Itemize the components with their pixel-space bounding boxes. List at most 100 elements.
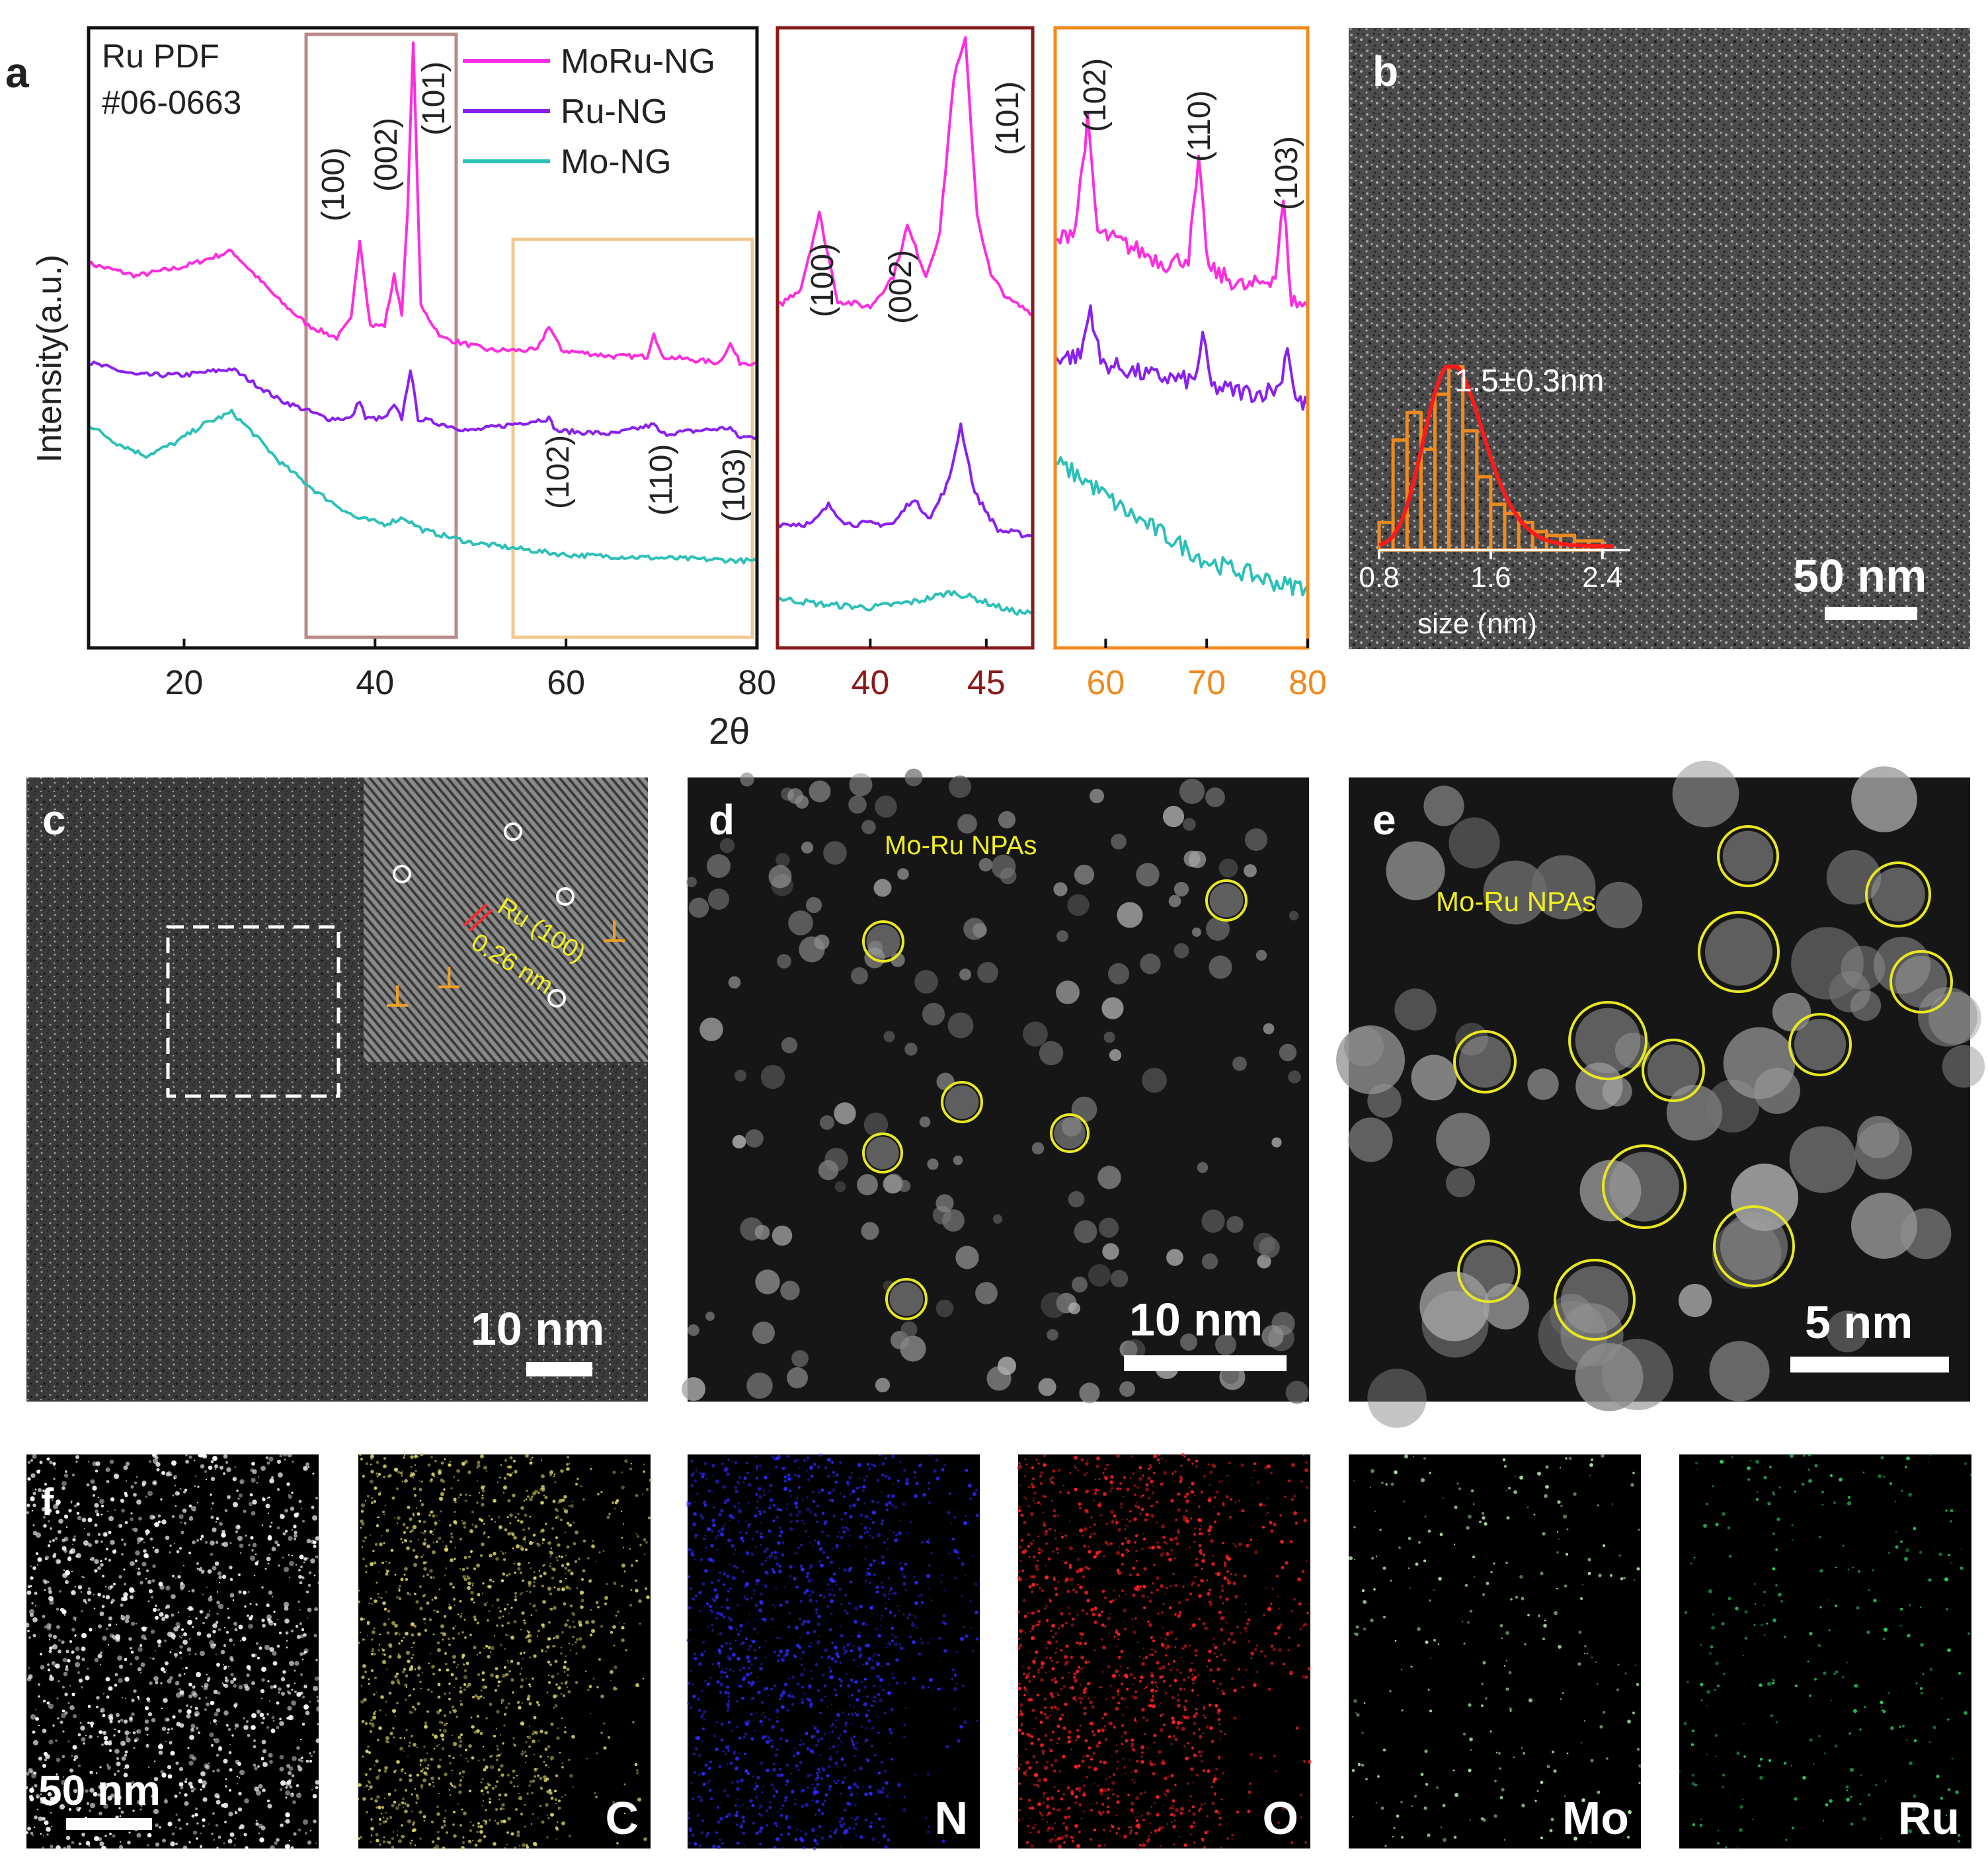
eds-dot xyxy=(301,1519,305,1523)
eds-dot xyxy=(865,1579,867,1582)
eds-dot xyxy=(904,1589,907,1591)
eds-dot xyxy=(268,1753,273,1758)
eds-dot xyxy=(796,1829,799,1831)
eds-dot xyxy=(381,1535,382,1536)
nanoparticle xyxy=(781,1037,798,1054)
eds-dot xyxy=(419,1681,422,1683)
eds-dot xyxy=(500,1764,504,1768)
eds-dot xyxy=(740,1823,743,1825)
eds-dot xyxy=(507,1532,511,1536)
eds-dot xyxy=(801,1788,805,1792)
eds-dot xyxy=(398,1683,401,1685)
eds-dot xyxy=(87,1587,91,1591)
eds-dot xyxy=(788,1489,792,1493)
eds-dot xyxy=(166,1718,170,1722)
eds-dot xyxy=(249,1669,251,1671)
eds-dot xyxy=(525,1762,526,1763)
eds-dot xyxy=(530,1458,532,1461)
eds-dot xyxy=(476,1729,480,1733)
eds-dot xyxy=(279,1718,282,1720)
eds-dot xyxy=(566,1455,570,1459)
eds-dot xyxy=(927,1642,930,1644)
eds-dot xyxy=(99,1499,104,1504)
eds-dot xyxy=(40,1833,42,1835)
eds-dot xyxy=(106,1628,108,1630)
eds-dot xyxy=(541,1542,544,1544)
eds-dot xyxy=(479,1651,481,1654)
eds-dot xyxy=(180,1571,181,1573)
eds-dot xyxy=(508,1670,511,1673)
eds-dot xyxy=(635,1493,639,1497)
eds-dot xyxy=(32,1530,38,1536)
eds-dot xyxy=(561,1796,563,1798)
eds-dot xyxy=(397,1655,401,1659)
highlight-circle xyxy=(885,1278,928,1320)
eds-dot xyxy=(614,1665,617,1669)
eds-dot xyxy=(382,1653,383,1655)
eds-dot xyxy=(803,1620,807,1624)
eds-dot xyxy=(526,1792,529,1795)
eds-dot xyxy=(746,1807,748,1809)
eds-dot xyxy=(723,1616,725,1618)
eds-dot xyxy=(161,1772,167,1778)
eds-dot xyxy=(417,1702,420,1706)
nanoparticle xyxy=(897,868,909,880)
eds-dot xyxy=(828,1757,832,1761)
eds-dot xyxy=(227,1616,230,1619)
eds-dot xyxy=(397,1516,401,1520)
eds-dot xyxy=(692,1683,694,1686)
eds-dot xyxy=(818,1453,822,1457)
eds-dot xyxy=(571,1735,575,1739)
eds-dot xyxy=(382,1649,385,1651)
eds-dot xyxy=(32,1634,36,1638)
eds-dot xyxy=(226,1467,231,1472)
eds-dot xyxy=(715,1595,719,1599)
eds-dot xyxy=(105,1595,110,1600)
eds-dot xyxy=(768,1529,772,1533)
nanoparticle xyxy=(861,1222,879,1240)
eds-dot xyxy=(746,1472,749,1474)
eds-dot xyxy=(1257,1481,1259,1484)
eds-dot xyxy=(415,1507,418,1509)
eds-dot xyxy=(497,1680,501,1684)
eds-dot xyxy=(1067,1735,1071,1739)
eds-dot xyxy=(64,1711,68,1715)
eds-dot xyxy=(724,1501,727,1504)
eds-dot xyxy=(822,1550,826,1554)
eds-dot xyxy=(556,1821,559,1823)
eds-dot xyxy=(928,1564,931,1567)
eds-dot xyxy=(518,1792,520,1795)
eds-dot xyxy=(49,1676,54,1681)
eds-dot xyxy=(1044,1532,1048,1536)
eds-dot xyxy=(216,1800,221,1805)
eds-dot xyxy=(836,1584,837,1585)
eds-dot xyxy=(760,1814,763,1817)
eds-dot xyxy=(647,1516,651,1520)
eds-dot xyxy=(317,1581,320,1584)
eds-dot xyxy=(702,1641,705,1644)
eds-dot xyxy=(97,1496,100,1499)
eds-dot xyxy=(73,1535,76,1538)
eds-dot xyxy=(688,1682,690,1685)
zoom1-peak-label-100: (100) xyxy=(805,243,840,317)
eds-dot xyxy=(48,1739,54,1745)
eds-dot xyxy=(44,1625,48,1629)
eds-dot xyxy=(643,1837,647,1841)
histogram-x-label: size (nm) xyxy=(1417,608,1537,640)
eds-dot xyxy=(508,1818,510,1819)
eds-dot xyxy=(271,1595,274,1598)
eds-dot xyxy=(468,1744,472,1748)
eds-dot xyxy=(768,1490,771,1492)
eds-dot xyxy=(54,1665,57,1667)
eds-dot xyxy=(540,1805,541,1806)
eds-dot xyxy=(35,1794,40,1799)
eds-dot xyxy=(520,1678,524,1682)
nanoparticle xyxy=(1136,863,1160,887)
eds-dot xyxy=(411,1657,413,1659)
eds-dot xyxy=(404,1788,408,1792)
eds-dot xyxy=(557,1806,561,1810)
zoom1-x-ticks: 40 45 xyxy=(851,639,1006,702)
eds-dot xyxy=(510,1531,514,1535)
eds-dot xyxy=(517,1567,521,1571)
eds-dot xyxy=(915,1482,919,1486)
